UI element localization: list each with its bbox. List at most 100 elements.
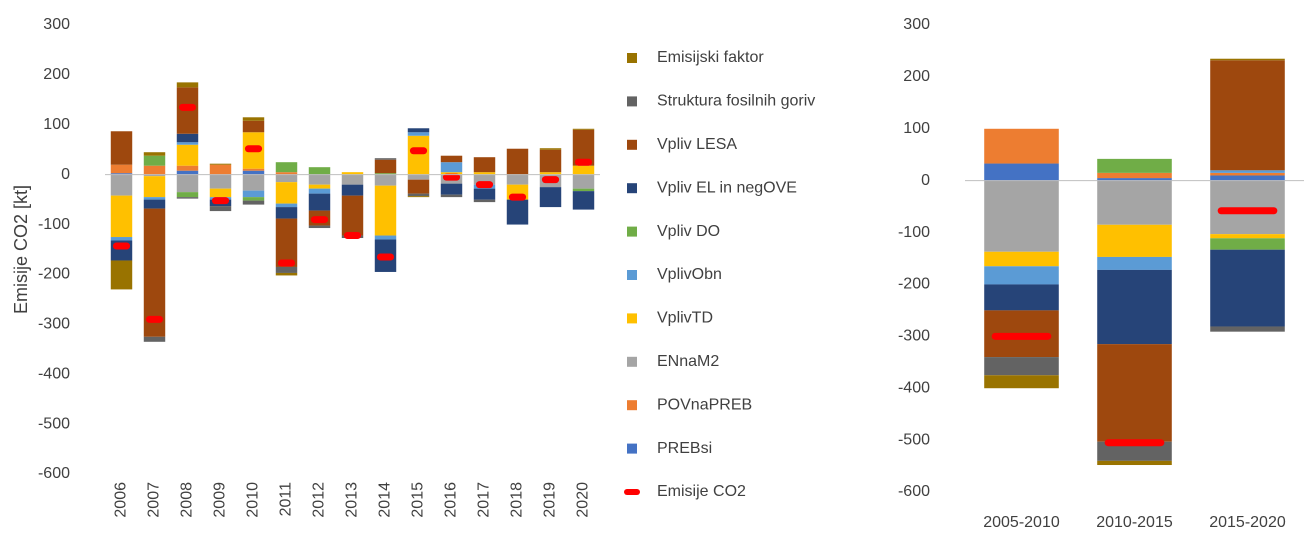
bar-segment [176,192,199,198]
bar-segment [440,155,463,163]
bar-segment [539,187,562,208]
y-tick-label: 100 [903,120,930,137]
bar-segment [539,149,562,173]
y-tick-label: -500 [898,431,930,448]
bar-segment [275,266,298,273]
bar-segment [143,174,166,177]
legend-swatch [627,356,637,367]
bar-segment [110,173,133,175]
bar-segment [143,155,166,166]
bar-segment [407,135,430,175]
bar-segment [440,162,463,173]
bar-segment [308,225,331,229]
marker [475,181,494,189]
bar-segment [374,173,397,175]
bar-segment [143,199,166,209]
x-tick-label: 2016 [443,482,460,518]
x-tick-label: 2019 [542,482,559,518]
legend-label: Vpliv LESA [657,136,737,153]
bar-segment [440,183,463,195]
legend-label: ENnaM2 [657,353,719,370]
bar-segment [407,193,430,197]
bar-segment [308,188,331,194]
bar-segment [1210,249,1285,327]
bar-segment [209,163,232,165]
y-tick-label: -200 [38,266,70,283]
bar-segment [275,172,298,175]
x-tick-label: 2007 [146,482,163,518]
bar-segment [473,174,496,185]
bar-segment [1097,172,1172,179]
bar-segment [308,174,331,185]
x-tick-label: 2009 [212,482,229,518]
x-tick-label: 2015 [410,482,427,518]
bar-segment [341,172,364,175]
y-tick-label: 300 [903,16,930,33]
bar-segment [473,172,496,175]
legend-swatch [627,313,637,324]
marker [541,176,560,184]
y-tick-label: 300 [43,16,70,33]
bar-segment [572,129,595,166]
marker [145,315,164,323]
y-tick-label: -500 [38,415,70,432]
marker [178,103,197,111]
marker [211,197,230,205]
bar-segment [1210,172,1285,176]
bar-segment [176,170,199,175]
bar-segment [110,260,133,290]
x-tick-label: 2011 [278,482,295,517]
bar-segment [1097,224,1172,257]
marker [112,242,131,250]
bar-segment [374,185,397,236]
y-tick-label: 0 [61,166,70,183]
bar-segment [572,128,595,130]
bar-segment [143,165,166,175]
marker [343,232,362,240]
bar-segment [308,184,331,189]
legend-swatch [627,270,637,280]
bar-segment [176,142,199,145]
marker [574,158,593,166]
bar-segment [275,174,298,183]
x-tick-label: 2012 [311,482,328,518]
x-tick-label: 2010-2015 [1096,514,1173,531]
bar-segment [176,133,199,143]
bar-segment [110,131,133,165]
bar-segment [1210,326,1285,332]
bar-segment [176,165,199,171]
bar-segment [308,167,331,175]
y-tick-label: -200 [898,276,930,293]
marker [277,259,296,267]
bar-segment [1097,178,1172,181]
bar-segment [473,157,496,173]
y-tick-label: -300 [898,328,930,345]
x-tick-label: 2017 [476,482,493,518]
bar-segment [176,197,199,199]
bar-segment [1097,180,1172,225]
bar-segment [110,237,133,241]
bar-segment [984,251,1059,267]
legend-label: Vpliv DO [657,223,720,240]
x-tick-label: 2006 [113,482,130,518]
legend-label: VplivObn [657,266,722,283]
bar-segment [275,272,298,276]
marker [991,332,1052,340]
bar-segment [176,82,199,88]
bar-segment [209,206,232,212]
bar-segment [176,174,199,193]
y-tick-label: -400 [898,379,930,396]
bar-segment [1210,170,1285,173]
legend-swatch [627,53,637,63]
bar-segment [984,180,1059,252]
marker [1104,439,1165,447]
legend-swatch [627,139,637,150]
legend-label: VplivTD [657,310,713,327]
bar-segment [110,174,133,196]
bar-segment [1097,344,1172,442]
bar-segment [984,357,1059,376]
bar-segment [506,148,529,175]
bar-segment [143,208,166,337]
bar-segment [374,159,397,174]
bar-segment [440,194,463,198]
